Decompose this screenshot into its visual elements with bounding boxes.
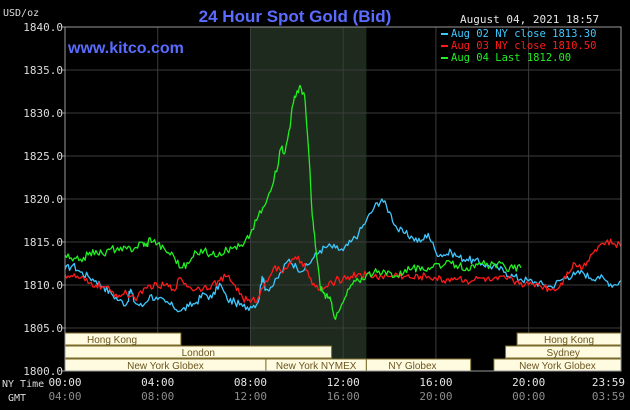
session-label: Hong Kong — [87, 335, 137, 346]
x-tick-label-ny: 08:00 — [234, 376, 267, 389]
y-tick-label: 1800.0 — [23, 365, 63, 378]
y-tick-label: 1825.0 — [23, 150, 63, 163]
x-tick-label-gmt: 08:00 — [141, 390, 174, 403]
y-unit-label: USD/oz — [3, 8, 39, 19]
x-row-label-ny: NY Time — [2, 379, 44, 390]
session-label: New York Globex — [127, 361, 204, 372]
legend-entry: Aug 04 Last 1812.00 — [451, 52, 571, 64]
y-tick-label: 1840.0 — [23, 21, 63, 34]
market-session-bars: Hong Kong London New York Globex New York N… — [64, 332, 622, 372]
session-label: London — [182, 348, 215, 359]
session-label: Sydney — [547, 348, 580, 359]
x-tick-label-gmt: 03:59 — [592, 390, 625, 403]
y-tick-label: 1835.0 — [23, 64, 63, 77]
legend-entry: Aug 03 NY close 1810.50 — [451, 40, 596, 52]
x-tick-label-ny: 12:00 — [327, 376, 360, 389]
watermark-url: www.kitco.com — [67, 40, 184, 57]
session-label: New York NYMEX — [276, 361, 357, 372]
session-label: NY Globex — [388, 361, 436, 372]
chart-title: 24 Hour Spot Gold (Bid) — [199, 7, 392, 26]
x-tick-label-ny: 20:00 — [512, 376, 545, 389]
session-label: New York Globex — [519, 361, 596, 372]
series-line — [64, 238, 622, 303]
y-tick-label: 1830.0 — [23, 107, 63, 120]
series-line — [64, 198, 622, 313]
session-label: Hong Kong — [544, 335, 594, 346]
y-tick-label: 1810.0 — [23, 279, 63, 292]
y-tick-label: 1805.0 — [23, 322, 63, 335]
y-tick-label: 1820.0 — [23, 193, 63, 206]
y-tick-label: 1815.0 — [23, 236, 63, 249]
x-tick-label-ny: 04:00 — [141, 376, 174, 389]
x-tick-label-ny: 16:00 — [419, 376, 452, 389]
price-series — [64, 84, 622, 321]
y-axis-ticks: 1840.0 1835.0 1830.0 1825.0 1820.0 1815.0 1810… — [23, 21, 65, 378]
timestamp: August 04, 2021 18:57 — [460, 13, 599, 26]
x-tick-label-gmt: 20:00 — [419, 390, 452, 403]
x-tick-label-gmt: 12:00 — [234, 390, 267, 403]
x-tick-label-gmt: 04:00 — [48, 390, 81, 403]
series-line — [64, 84, 522, 321]
x-row-label-gmt: GMT — [8, 393, 26, 404]
x-axis-ticks: 00:0004:0004:0008:0008:0012:0012:0016:00… — [48, 376, 625, 403]
x-tick-label-gmt: 16:00 — [327, 390, 360, 403]
x-tick-label-ny: 23:59 — [592, 376, 625, 389]
x-tick-label-gmt: 00:00 — [512, 390, 545, 403]
legend-entry: Aug 02 NY close 1813.30 — [451, 28, 596, 40]
x-tick-label-ny: 00:00 — [48, 376, 81, 389]
